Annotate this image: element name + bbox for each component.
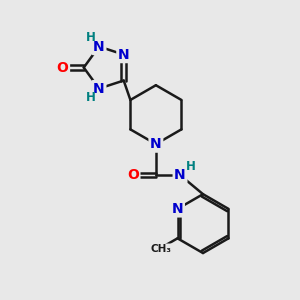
Text: H: H [86, 31, 96, 44]
Text: N: N [118, 48, 130, 62]
Text: O: O [127, 168, 139, 182]
Text: N: N [93, 82, 105, 96]
Text: N: N [150, 137, 162, 151]
Text: N: N [174, 168, 186, 182]
Text: H: H [86, 91, 96, 104]
Text: O: O [57, 61, 68, 75]
Text: N: N [172, 202, 183, 216]
Text: N: N [93, 40, 105, 54]
Text: CH₃: CH₃ [150, 244, 171, 254]
Text: H: H [185, 160, 195, 173]
